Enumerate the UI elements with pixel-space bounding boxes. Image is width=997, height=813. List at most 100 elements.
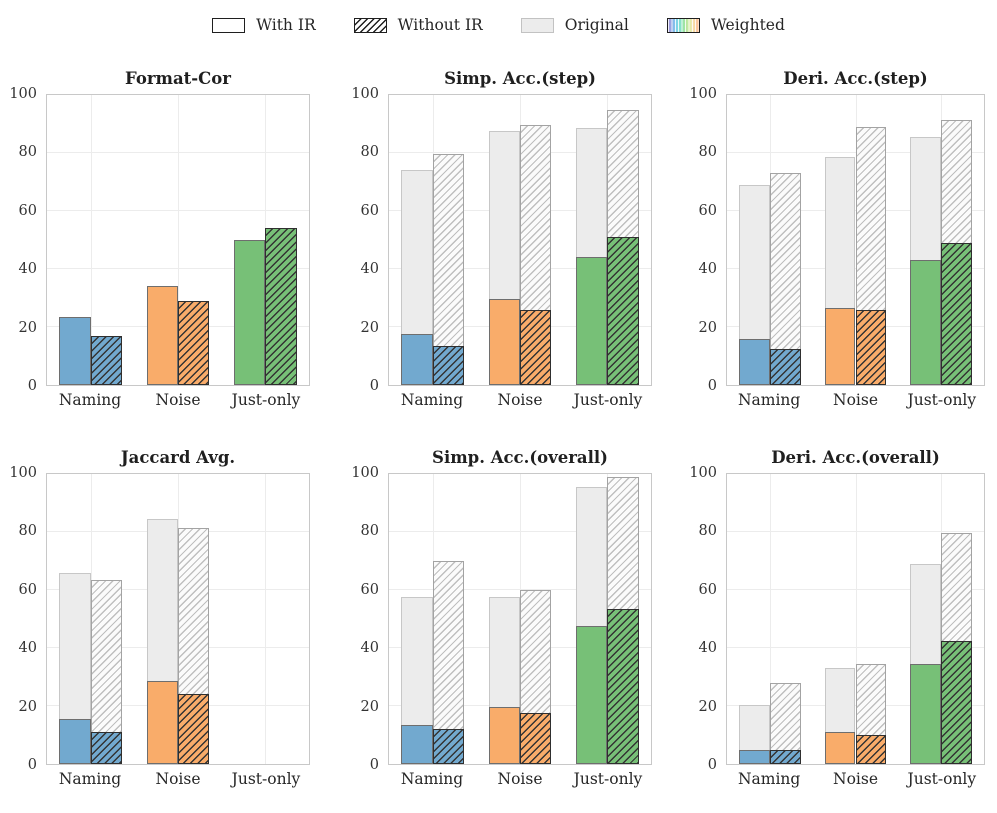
bar-weighted-with-ir-naming (738, 749, 770, 764)
vertical-gridline (769, 474, 771, 764)
y-axis: 0 20 40 60 80 100 (346, 465, 388, 773)
plot-row: 0 20 40 60 80 100 (4, 465, 310, 773)
x-tick-label-just-only: Just-only (907, 391, 977, 409)
x-tick-label-just-only: Just-only (231, 391, 301, 409)
y-tick-label: 100 (9, 86, 37, 102)
x-tick-label-just-only: Just-only (573, 391, 643, 409)
y-tick-label: 100 (689, 465, 717, 481)
legend-item-original: Original (520, 16, 629, 34)
bar-weighted-with-ir-noise (824, 308, 856, 385)
y-tick-label: 20 (360, 698, 379, 715)
x-axis: Naming Noise Just-only (46, 765, 310, 792)
plot-area (388, 94, 652, 386)
bar-weighted-with-ir-noise (488, 707, 520, 764)
y-tick-label: 60 (360, 202, 379, 219)
plot-row: 0 20 40 60 80 100 (684, 465, 985, 773)
bar-weighted-without-ir-noise (855, 735, 887, 764)
x-axis: Naming Noise Just-only (388, 765, 652, 792)
x-axis: Naming Noise Just-only (388, 386, 652, 413)
x-tick-label-noise: Noise (155, 770, 201, 788)
bar-weighted-with-ir-noise (824, 732, 856, 764)
chart-title: Deri. Acc.(step) (783, 69, 928, 88)
chart-deri-acc-step: Deri. Acc.(step) 0 20 40 60 80 100 Naming Nois… (664, 68, 997, 413)
y-tick-label: 100 (351, 465, 379, 481)
bar-weighted-without-ir-just-only (941, 242, 972, 385)
y-axis: 0 20 40 60 80 100 (4, 465, 46, 773)
chart-format-cor: Format-Cor 0 20 40 60 80 100 Naming Noise Just-… (0, 68, 332, 413)
y-tick-label: 100 (689, 86, 717, 102)
chart-title: Deri. Acc.(overall) (771, 448, 940, 467)
y-tick-label: 40 (360, 261, 379, 278)
y-tick-label: 0 (707, 378, 717, 394)
legend-item-with-ir: With IR (212, 16, 316, 34)
original-gray-swatch (520, 17, 554, 33)
x-tick-label-noise: Noise (497, 391, 543, 409)
bar-weighted-without-ir-just-only (607, 237, 639, 385)
bar-weighted-without-ir-naming (432, 345, 465, 385)
bar-weighted-with-ir-just-only (910, 260, 942, 385)
bar-weighted-without-ir-noise (178, 694, 210, 764)
y-axis: 0 20 40 60 80 100 (4, 86, 46, 394)
chart-title: Simp. Acc.(step) (444, 69, 596, 88)
y-tick-label: 100 (9, 465, 37, 481)
plot-area (46, 94, 310, 386)
y-tick-label: 40 (698, 640, 717, 657)
x-axis: Naming Noise Just-only (726, 765, 985, 792)
y-tick-label: 0 (369, 378, 379, 394)
x-tick-label-noise: Noise (155, 391, 201, 409)
plot-row: 0 20 40 60 80 100 (346, 465, 652, 773)
vertical-gridline (178, 95, 179, 385)
plot-area (388, 473, 652, 765)
x-axis: Naming Noise Just-only (726, 386, 985, 413)
x-tick-label-just-only: Just-only (231, 770, 301, 788)
y-tick-label: 80 (698, 144, 717, 161)
vertical-gridline (265, 474, 267, 764)
bar-weighted-without-ir-just-only (607, 608, 639, 764)
y-tick-label: 100 (351, 86, 379, 102)
plot-row: 0 20 40 60 80 100 (4, 86, 310, 394)
x-tick-label-naming: Naming (58, 391, 122, 409)
vertical-gridline (855, 474, 857, 764)
x-tick-label-just-only: Just-only (573, 770, 643, 788)
chart-title: Format-Cor (125, 69, 231, 88)
x-axis: Naming Noise Just-only (46, 386, 310, 413)
y-axis: 0 20 40 60 80 100 (684, 86, 726, 394)
legend-item-without-ir: Without IR (353, 16, 483, 34)
bar-weighted-without-ir-noise (855, 309, 887, 385)
x-tick-label-naming: Naming (737, 391, 801, 409)
legend-label-weighted: Weighted (710, 16, 785, 34)
bar-weighted-with-ir-naming (401, 334, 433, 385)
y-tick-label: 80 (18, 523, 37, 540)
bar-weighted-with-ir-naming (738, 338, 770, 385)
y-tick-label: 60 (360, 581, 379, 598)
bar-weighted-without-ir-noise (520, 309, 552, 385)
plot-row: 0 20 40 60 80 100 (346, 86, 652, 394)
bar-weighted-without-ir-naming (432, 729, 465, 764)
legend-label-original: Original (564, 16, 629, 34)
x-tick-label-naming: Naming (400, 391, 464, 409)
bar-weighted-with-ir-naming (401, 724, 433, 764)
bar-weighted-without-ir-noise (178, 300, 210, 385)
bar-weighted-without-ir-just-only (941, 640, 972, 764)
chart-simp-acc-step: Simp. Acc.(step) 0 20 40 60 80 100 Naming Nois… (332, 68, 664, 413)
plot-row: 0 20 40 60 80 100 (684, 86, 985, 394)
x-tick-label-noise: Noise (833, 770, 878, 788)
y-tick-label: 80 (698, 523, 717, 540)
x-tick-label-noise: Noise (833, 391, 878, 409)
y-tick-label: 0 (369, 757, 379, 773)
x-tick-label-naming: Naming (737, 770, 801, 788)
chart-deri-acc-overall: Deri. Acc.(overall) 0 20 40 60 80 100 Naming N… (664, 447, 997, 792)
x-tick-label-just-only: Just-only (907, 770, 977, 788)
bar-weighted-with-ir-naming (59, 316, 91, 385)
x-tick-label-naming: Naming (400, 770, 464, 788)
y-tick-label: 20 (18, 698, 37, 715)
bar-weighted-with-ir-noise (488, 299, 520, 385)
bar-weighted-without-ir-just-only (265, 228, 297, 385)
vertical-gridline (90, 95, 92, 385)
legend-label-with-ir: With IR (256, 16, 316, 34)
y-tick-label: 40 (360, 640, 379, 657)
bar-weighted-with-ir-naming (59, 719, 91, 764)
without-ir-hatched-swatch (353, 17, 387, 33)
y-tick-label: 60 (18, 202, 37, 219)
